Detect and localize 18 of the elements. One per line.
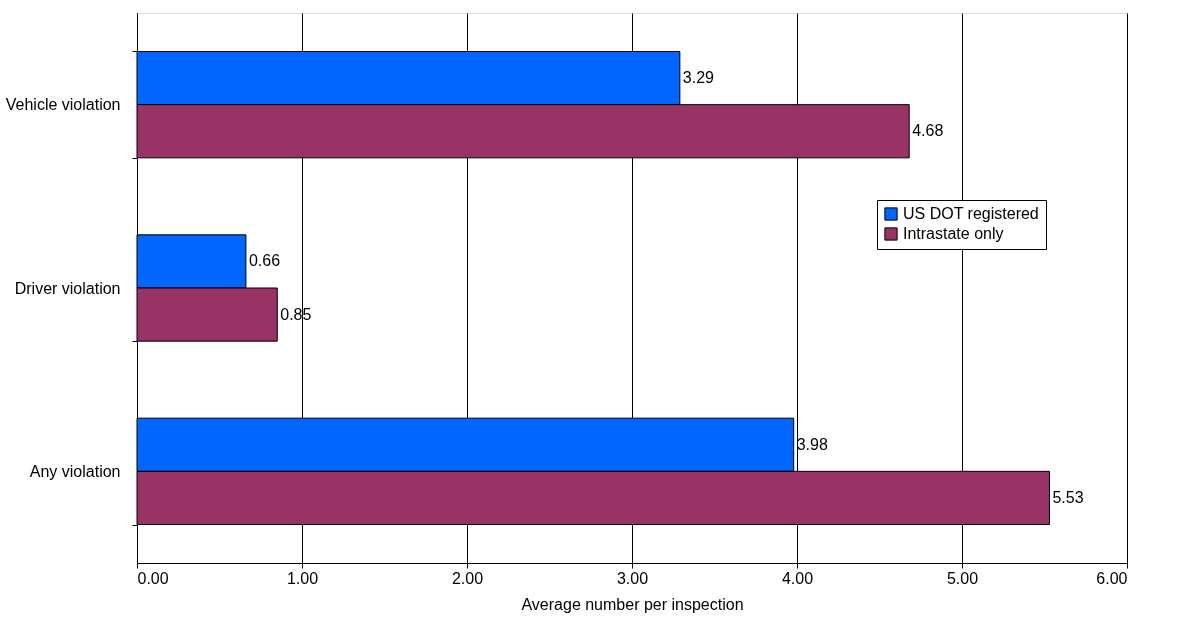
- data-label: 3.29: [682, 69, 715, 87]
- data-label: 5.53: [1052, 488, 1084, 506]
- data-label: 3.98: [796, 435, 828, 453]
- legend-label: US DOT registered: [903, 205, 1039, 222]
- x-tick-label: 5.00: [946, 569, 979, 587]
- x-axis-title: Average number per inspection: [521, 595, 744, 613]
- x-tick-label: 1.00: [286, 569, 319, 587]
- legend-label: Intrastate only: [903, 225, 1004, 242]
- y-tick-label: Vehicle violation: [5, 96, 121, 114]
- data-label: 0.66: [248, 252, 281, 270]
- y-tick-label: Driver violation: [14, 279, 121, 297]
- x-tick-label: 4.00: [781, 569, 814, 587]
- x-tick-label: 2.00: [451, 569, 484, 587]
- data-label: 4.68: [912, 122, 944, 140]
- x-tick-label: 3.00: [616, 569, 649, 587]
- y-tick-label: Any violation: [29, 462, 121, 480]
- x-tick-label: 6.00: [1096, 569, 1128, 587]
- x-tick-label: 0.00: [137, 569, 169, 587]
